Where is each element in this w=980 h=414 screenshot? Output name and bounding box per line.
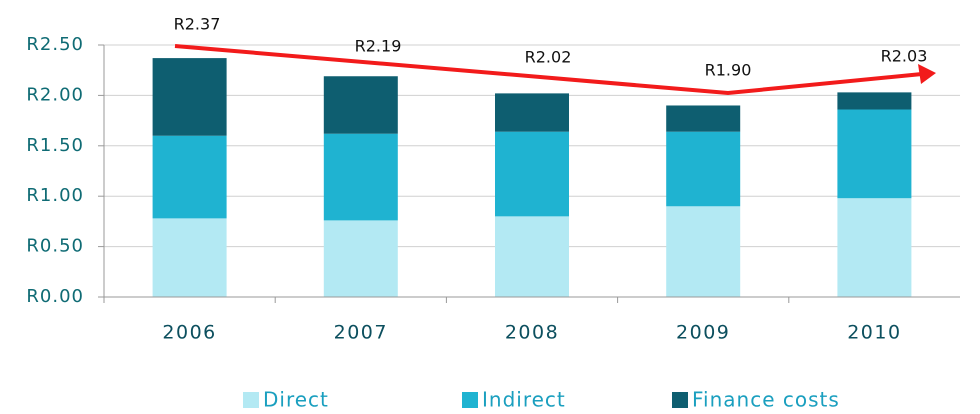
bar-segment xyxy=(495,93,569,132)
legend-swatch xyxy=(672,392,688,408)
bar-segment xyxy=(323,220,398,297)
bar-segment xyxy=(666,131,741,207)
y-tick-label: R0.00 xyxy=(26,286,84,307)
x-tick-label: 2008 xyxy=(505,322,559,344)
legend-label: Direct xyxy=(263,388,329,412)
trend-arrow-head xyxy=(918,64,936,84)
x-tick-label: 2009 xyxy=(676,322,730,344)
y-tick-label: R2.50 xyxy=(26,34,84,55)
y-tick-label: R1.50 xyxy=(26,135,84,156)
legend-label: Indirect xyxy=(482,388,566,412)
plot-area: R0.00 R0.50 R1.00 R1.50 R2.00 R2.50 2006 R2.37 2… xyxy=(26,15,960,412)
legend-swatch xyxy=(243,392,259,408)
y-tick-label: R0.50 xyxy=(26,236,84,257)
bar-segment xyxy=(837,198,912,297)
bar-segment xyxy=(495,131,569,217)
bar-segment xyxy=(666,105,741,132)
x-tick-label: 2006 xyxy=(162,322,216,344)
trend-arrow xyxy=(174,44,923,96)
legend-label: Finance costs xyxy=(692,388,840,412)
bar-segment xyxy=(837,109,912,199)
bar-segment xyxy=(323,133,398,221)
bar-segment xyxy=(152,135,227,219)
bar-segment xyxy=(152,58,227,136)
total-label: R2.03 xyxy=(881,47,928,66)
x-tick-label: 2010 xyxy=(847,322,901,344)
total-label: R2.37 xyxy=(174,15,221,34)
bar-segment xyxy=(666,206,741,297)
bar-segment xyxy=(495,216,569,297)
total-label: R2.02 xyxy=(525,48,572,67)
total-label: R2.19 xyxy=(355,37,402,56)
y-tick-label: R2.00 xyxy=(26,84,84,105)
bar-segment xyxy=(152,218,227,297)
bar-segment xyxy=(837,92,912,110)
total-label: R1.90 xyxy=(705,61,752,80)
legend-swatch xyxy=(462,392,478,408)
bar-segment xyxy=(323,76,398,134)
y-tick-label: R1.00 xyxy=(26,185,84,206)
x-tick-label: 2007 xyxy=(334,322,388,344)
